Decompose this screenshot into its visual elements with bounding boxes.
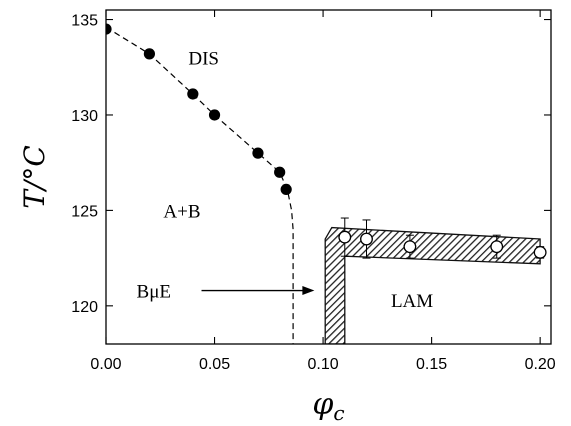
- filled-data-point-2: [187, 88, 199, 100]
- open-data-point-1: [360, 232, 373, 246]
- plot-area: [106, 23, 547, 344]
- y-axis-title: T/°C: [18, 145, 51, 209]
- x-tick-label-0: 0.00: [90, 356, 121, 373]
- y-tick-label-1: 125: [71, 203, 98, 220]
- filled-data-point-4: [252, 147, 264, 159]
- open-data-point-0: [338, 230, 352, 244]
- open-data-point-3: [490, 240, 504, 254]
- region-label-dis: DIS: [188, 49, 219, 70]
- region-label-lam: LAM: [391, 291, 433, 312]
- filled-data-point-6: [280, 183, 292, 196]
- axes: [105, 9, 552, 345]
- y-tick-label-2: 130: [71, 108, 98, 125]
- labels: 0.00 0.05 0.10 0.15 0.20 120 125 130 135 φc T/°C DI…: [18, 13, 556, 425]
- filled-data-point-1: [143, 48, 156, 60]
- region-label-a-b: A+B: [163, 201, 200, 222]
- plot-frame: [105, 9, 552, 345]
- open-data-point-4: [533, 245, 547, 259]
- x-tick-label-4: 0.20: [525, 356, 556, 373]
- dashed-phase-boundary: [106, 26, 294, 344]
- x-tick-label-1: 0.05: [199, 356, 230, 373]
- x-tick-label-2: 0.10: [308, 356, 339, 373]
- x-axis-title: φc: [312, 387, 344, 425]
- x-tick-label-3: 0.15: [416, 356, 447, 373]
- region-label-b-e: BμE: [137, 282, 171, 303]
- filled-data-point-5: [274, 166, 286, 178]
- open-data-point-2: [403, 240, 417, 254]
- y-tick-label-3: 135: [71, 13, 98, 30]
- hatched-two-phase-band: [324, 226, 541, 344]
- arrow-head: [302, 286, 315, 296]
- y-tick-label-0: 120: [71, 299, 98, 316]
- filled-data-point-0: [106, 23, 112, 35]
- filled-data-point-3: [208, 109, 221, 121]
